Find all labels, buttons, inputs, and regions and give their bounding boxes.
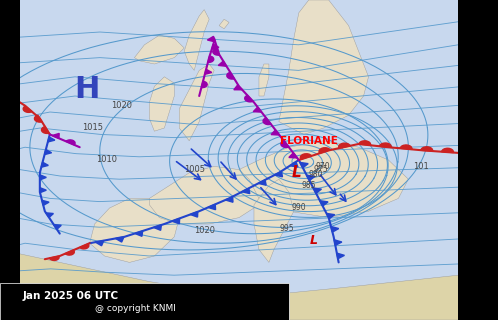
Polygon shape: [52, 133, 59, 138]
Polygon shape: [172, 218, 180, 224]
Wedge shape: [359, 141, 371, 145]
Text: 995: 995: [279, 224, 294, 233]
Text: L: L: [310, 234, 318, 246]
Wedge shape: [319, 148, 330, 153]
Polygon shape: [320, 201, 328, 206]
Wedge shape: [339, 143, 350, 148]
Wedge shape: [483, 151, 495, 156]
Wedge shape: [281, 141, 289, 148]
Polygon shape: [253, 107, 261, 112]
Wedge shape: [49, 256, 59, 260]
Polygon shape: [134, 35, 184, 64]
Wedge shape: [300, 154, 312, 159]
Polygon shape: [179, 64, 214, 141]
Polygon shape: [42, 200, 49, 205]
Wedge shape: [462, 150, 474, 154]
Polygon shape: [259, 64, 269, 96]
Wedge shape: [263, 118, 271, 124]
Polygon shape: [331, 227, 339, 232]
Text: 1020: 1020: [112, 101, 132, 110]
Polygon shape: [242, 188, 250, 194]
Text: FLORIANE: FLORIANE: [280, 136, 338, 146]
Text: 975: 975: [314, 165, 329, 174]
Polygon shape: [307, 175, 315, 180]
Polygon shape: [337, 253, 345, 259]
Wedge shape: [213, 48, 219, 55]
Text: 101: 101: [413, 162, 429, 171]
Polygon shape: [239, 141, 408, 218]
Wedge shape: [245, 95, 253, 102]
Polygon shape: [279, 0, 369, 134]
Wedge shape: [201, 81, 207, 88]
Text: @ copyright KNMI: @ copyright KNMI: [95, 304, 175, 313]
Polygon shape: [116, 237, 124, 242]
Polygon shape: [41, 162, 48, 167]
Text: 980: 980: [309, 170, 324, 179]
Polygon shape: [90, 198, 179, 262]
Polygon shape: [184, 10, 209, 70]
Polygon shape: [40, 175, 46, 180]
Polygon shape: [254, 179, 294, 262]
Polygon shape: [207, 36, 215, 42]
Wedge shape: [227, 72, 235, 79]
Polygon shape: [327, 213, 335, 219]
Polygon shape: [96, 241, 104, 246]
Polygon shape: [0, 0, 20, 320]
Wedge shape: [65, 250, 74, 255]
Text: 1020: 1020: [194, 226, 215, 235]
Wedge shape: [442, 148, 454, 153]
Polygon shape: [271, 130, 279, 135]
Wedge shape: [66, 140, 75, 145]
Polygon shape: [212, 44, 219, 49]
Polygon shape: [0, 250, 498, 320]
Text: 990: 990: [291, 204, 306, 212]
Wedge shape: [421, 147, 433, 151]
Polygon shape: [149, 77, 174, 131]
Polygon shape: [190, 212, 198, 217]
Text: 1010: 1010: [97, 156, 118, 164]
Wedge shape: [10, 97, 20, 103]
Polygon shape: [289, 153, 297, 158]
Text: 970: 970: [315, 162, 330, 171]
Text: L: L: [291, 165, 301, 180]
Polygon shape: [226, 197, 233, 202]
Wedge shape: [34, 115, 42, 122]
Polygon shape: [334, 240, 342, 245]
Polygon shape: [274, 172, 282, 177]
Wedge shape: [41, 127, 49, 133]
Wedge shape: [400, 145, 412, 149]
Text: 1005: 1005: [184, 165, 205, 174]
Polygon shape: [313, 188, 321, 193]
Polygon shape: [54, 225, 61, 229]
Polygon shape: [205, 69, 212, 74]
Polygon shape: [219, 19, 229, 29]
Polygon shape: [40, 188, 46, 193]
Wedge shape: [80, 244, 89, 249]
Wedge shape: [23, 106, 32, 112]
Polygon shape: [48, 137, 55, 142]
Polygon shape: [218, 61, 227, 66]
Polygon shape: [46, 213, 53, 218]
Polygon shape: [135, 231, 142, 236]
Polygon shape: [153, 225, 161, 230]
Text: H: H: [75, 75, 100, 104]
Polygon shape: [0, 283, 289, 320]
Polygon shape: [458, 0, 498, 320]
Text: 1015: 1015: [82, 124, 103, 132]
Polygon shape: [149, 166, 269, 224]
Polygon shape: [290, 162, 298, 167]
Text: 985: 985: [301, 181, 316, 190]
Polygon shape: [258, 180, 266, 185]
Wedge shape: [208, 56, 214, 62]
Polygon shape: [300, 163, 308, 168]
Polygon shape: [234, 85, 242, 90]
Wedge shape: [379, 143, 391, 148]
Text: Jan 2025 06 UTC: Jan 2025 06 UTC: [22, 291, 119, 301]
Polygon shape: [44, 149, 52, 155]
Polygon shape: [208, 204, 216, 210]
